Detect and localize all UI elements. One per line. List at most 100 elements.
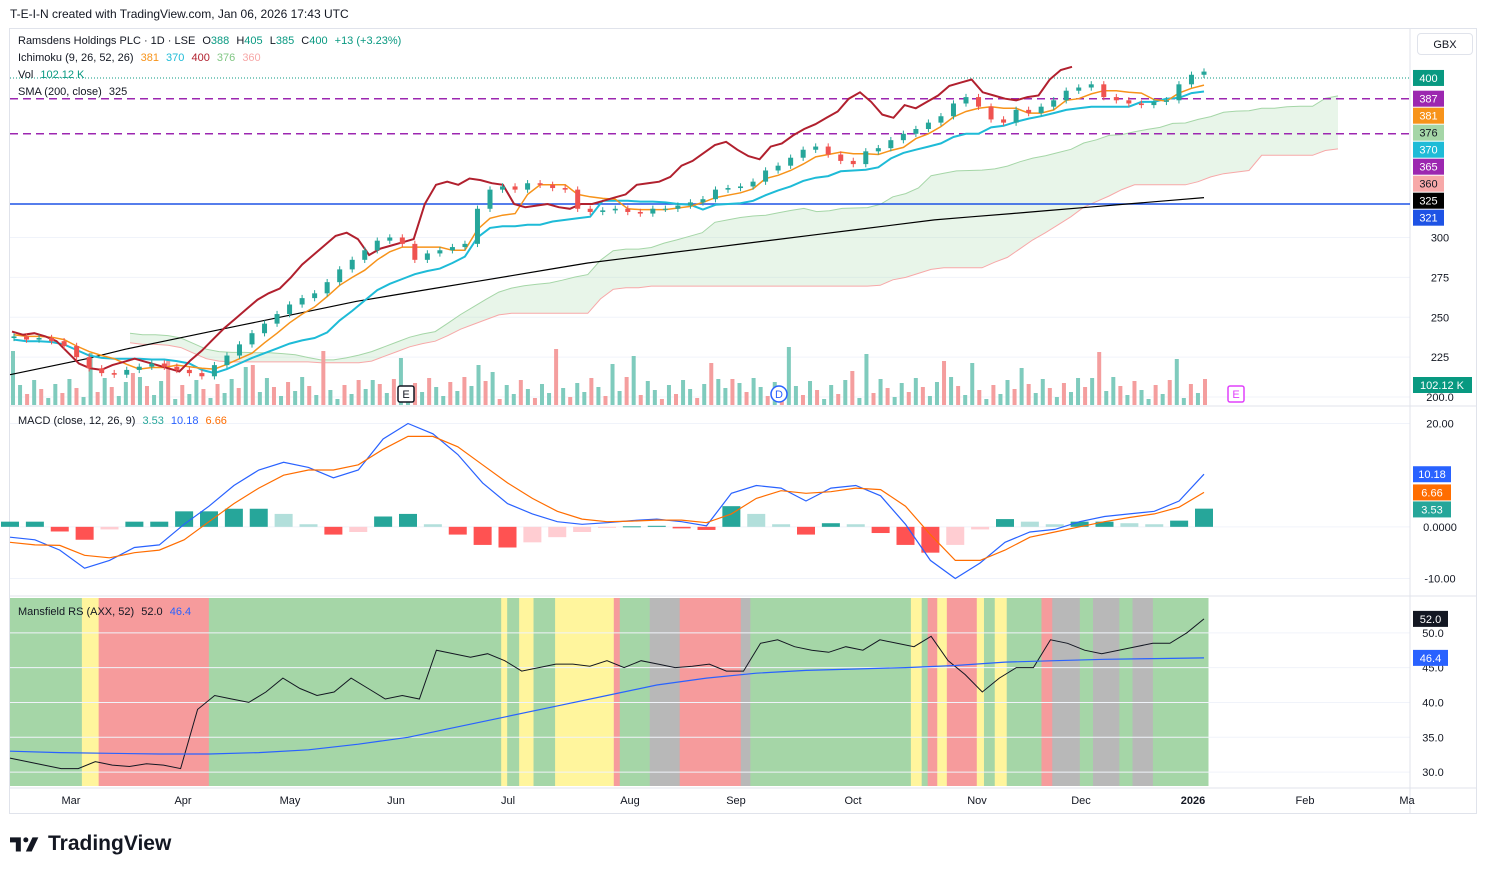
volume-bar bbox=[504, 385, 509, 405]
macd-hist-bar bbox=[100, 526, 119, 530]
candle-body bbox=[1026, 109, 1032, 114]
volume-bar bbox=[920, 387, 925, 405]
volume-bar bbox=[709, 363, 714, 405]
candle-body bbox=[712, 189, 718, 200]
time-label: Sep bbox=[726, 795, 746, 807]
volume-bar bbox=[624, 377, 629, 405]
volume-bar bbox=[420, 392, 425, 405]
candle-body bbox=[637, 211, 643, 214]
candle-body bbox=[1176, 84, 1182, 101]
volume-bar bbox=[871, 393, 876, 405]
volume-bar bbox=[391, 379, 396, 405]
volume-bar bbox=[857, 398, 862, 405]
volume-bar bbox=[892, 397, 897, 405]
candle-body bbox=[437, 250, 443, 254]
currency-selector[interactable]: GBX bbox=[1417, 33, 1473, 55]
volume-bar bbox=[1047, 388, 1052, 405]
tradingview-logo-icon bbox=[10, 837, 39, 852]
candle-body bbox=[424, 253, 430, 260]
volume-bar bbox=[250, 365, 255, 405]
volume-bar bbox=[1097, 352, 1102, 405]
open-value: 388 bbox=[210, 35, 230, 47]
volume-bar bbox=[991, 385, 996, 405]
candle-body bbox=[474, 208, 480, 244]
macd-hist-bar bbox=[473, 526, 492, 545]
volume-legend[interactable]: Vol 102.12 K bbox=[18, 69, 88, 81]
candle-body bbox=[161, 363, 167, 367]
volume-bar bbox=[1167, 380, 1172, 405]
volume-bar bbox=[67, 379, 72, 405]
volume-bar bbox=[257, 392, 262, 405]
candle-body bbox=[61, 341, 67, 346]
candle-body bbox=[312, 293, 318, 299]
candle-body bbox=[587, 208, 593, 212]
rs-zone-green bbox=[507, 598, 520, 786]
time-label: Feb bbox=[1296, 795, 1315, 807]
volume-bar bbox=[716, 379, 721, 405]
macd-legend[interactable]: MACD (close, 12, 26, 9) 3.53 10.18 6.66 bbox=[18, 415, 231, 427]
rs-zone-green bbox=[10, 598, 83, 786]
candle-body bbox=[374, 240, 380, 251]
candle-body bbox=[211, 365, 217, 377]
macd-hist-bar bbox=[1, 521, 19, 527]
macd-signal-value: 6.66 bbox=[205, 415, 227, 427]
macd-hist-bar bbox=[224, 508, 243, 527]
volume-bar bbox=[793, 386, 798, 405]
candle-body bbox=[1163, 100, 1169, 102]
rs-zone-yellow bbox=[910, 598, 923, 786]
candle-body bbox=[111, 373, 117, 375]
volume-bar bbox=[88, 353, 93, 405]
volume-bar bbox=[1033, 393, 1038, 405]
volume-bar bbox=[1083, 387, 1088, 405]
sma-legend[interactable]: SMA (200, close) 325 bbox=[18, 86, 131, 98]
volume-bar bbox=[864, 354, 869, 405]
candle-body bbox=[199, 373, 205, 377]
symbol-title[interactable]: Ramsdens Holdings PLC · 1D · LSE bbox=[18, 35, 196, 47]
volume-bar bbox=[674, 394, 679, 405]
volume-bar bbox=[702, 384, 707, 405]
macd-label-text: 6.66 bbox=[1421, 487, 1442, 499]
ichimoku-cloud bbox=[129, 95, 1339, 364]
volume-bar bbox=[180, 385, 185, 405]
volume-bar bbox=[215, 384, 220, 405]
macd-hist-bar bbox=[50, 526, 69, 532]
volume-bar bbox=[723, 388, 728, 405]
candle-body bbox=[1101, 84, 1107, 98]
volume-bar bbox=[469, 386, 474, 405]
volume-bar bbox=[455, 391, 460, 405]
price-label-box bbox=[1413, 175, 1444, 192]
volume-bar bbox=[949, 377, 954, 405]
ichimoku-lagging: 400 bbox=[191, 52, 210, 64]
volume-bar bbox=[377, 384, 382, 405]
volume-bar bbox=[356, 380, 361, 405]
signal-line bbox=[9, 435, 1205, 561]
event-marker-earnings bbox=[397, 385, 415, 403]
volume-bar bbox=[1174, 359, 1179, 405]
volume-bar bbox=[603, 396, 608, 405]
candle-body bbox=[875, 148, 881, 152]
candle-body bbox=[1063, 90, 1069, 101]
candle-body bbox=[612, 208, 618, 211]
volume-bar bbox=[229, 379, 234, 405]
rs-zone-gray bbox=[1132, 598, 1154, 786]
mansfield-legend[interactable]: Mansfield RS (AXX, 52) 52.0 46.4 bbox=[18, 606, 195, 618]
macd-line bbox=[9, 422, 1205, 580]
candle-body bbox=[725, 188, 731, 190]
tradingview-logo[interactable]: TradingView bbox=[10, 832, 171, 856]
volume-bar bbox=[956, 386, 961, 405]
macd-hist-bar bbox=[996, 519, 1014, 527]
volume-bar bbox=[1181, 398, 1186, 405]
macd-tick-label: -10.00 bbox=[1424, 574, 1455, 586]
candle-body bbox=[650, 208, 656, 214]
macd-hist-bar bbox=[871, 526, 890, 534]
price-tick-label: 250 bbox=[1431, 312, 1449, 324]
volume-bar bbox=[878, 379, 883, 405]
price-label-text: 360 bbox=[1419, 179, 1437, 191]
volume-bar bbox=[18, 385, 23, 405]
ichimoku-legend[interactable]: Ichimoku (9, 26, 52, 26) 381 370 400 376… bbox=[18, 52, 265, 64]
chart-caption: T-E-I-N created with TradingView.com, Ja… bbox=[10, 7, 349, 21]
price-label-text: 381 bbox=[1419, 111, 1437, 123]
macd-label-box bbox=[1413, 501, 1451, 518]
volume-bar bbox=[1132, 381, 1137, 405]
